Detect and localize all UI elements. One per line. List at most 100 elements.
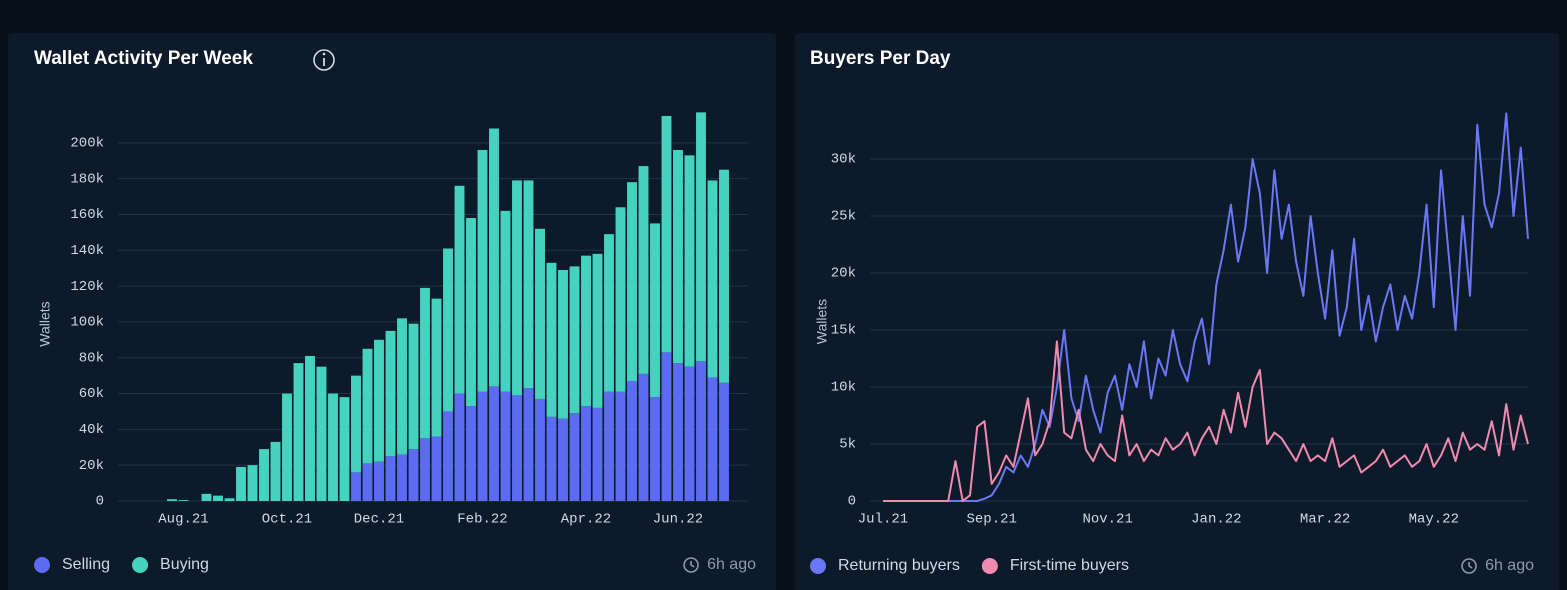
bar — [351, 375, 361, 473]
bar — [397, 318, 407, 455]
bar — [615, 391, 626, 501]
bar — [673, 149, 683, 364]
y-tick-label: 80k — [79, 350, 104, 366]
bar — [558, 418, 568, 501]
card — [8, 33, 776, 590]
x-tick-label: Dec.21 — [354, 512, 404, 528]
legend-swatch — [132, 557, 149, 573]
bar — [305, 355, 315, 501]
bar — [523, 388, 534, 501]
x-tick-label: Jan.22 — [1191, 512, 1241, 528]
bar — [385, 330, 396, 457]
bar — [466, 218, 476, 407]
bar — [684, 366, 695, 501]
y-tick-label: 20k — [79, 458, 104, 474]
bar — [489, 386, 499, 501]
bar — [650, 397, 660, 501]
line — [883, 112, 1529, 502]
bar — [581, 406, 591, 501]
bar — [523, 180, 534, 389]
chart-title: Buyers Per Day — [810, 48, 951, 69]
info-icon[interactable] — [313, 49, 335, 71]
updated-note: 6h ago — [1485, 557, 1534, 574]
y-tick-label: 140k — [70, 243, 104, 259]
bar — [638, 166, 649, 374]
x-tick-label: May.22 — [1409, 512, 1459, 528]
bar — [213, 495, 223, 501]
y-tick-label: 60k — [79, 386, 104, 402]
bar — [374, 339, 384, 462]
bar — [707, 377, 718, 501]
bar — [684, 155, 695, 367]
bar — [627, 381, 637, 501]
y-tick-label: 120k — [70, 279, 104, 295]
y-axis-label: Wallets — [814, 299, 830, 344]
clock-icon — [683, 557, 699, 573]
y-tick-label: 200k — [70, 136, 104, 152]
bar — [569, 266, 580, 414]
legend-swatch — [810, 558, 826, 574]
y-tick-label: 180k — [70, 171, 104, 187]
y-tick-label: 0 — [848, 494, 856, 510]
bar — [259, 449, 269, 501]
card — [795, 33, 1559, 590]
bar — [696, 361, 706, 501]
bar — [569, 413, 580, 501]
x-tick-label: Feb.22 — [457, 512, 507, 528]
bar — [673, 363, 683, 501]
bar — [546, 416, 557, 501]
bar — [201, 493, 212, 501]
bar — [477, 149, 488, 392]
legend-label: Returning buyers — [838, 557, 960, 574]
bar — [408, 323, 419, 450]
chart-title: Wallet Activity Per Week — [34, 48, 253, 69]
y-tick-label: 100k — [70, 315, 104, 331]
bar — [293, 363, 304, 501]
legend-swatch — [981, 558, 998, 574]
bar — [443, 248, 453, 412]
bar — [224, 498, 235, 501]
bar — [661, 352, 672, 501]
bar — [719, 382, 729, 501]
y-tick-label: 160k — [70, 207, 104, 223]
bar — [282, 393, 292, 501]
bar — [707, 180, 718, 378]
bar — [500, 391, 511, 501]
bar — [339, 397, 350, 501]
x-tick-label: Apr.22 — [561, 512, 611, 528]
x-tick-label: Jul.21 — [858, 512, 908, 528]
updated-note: 6h ago — [707, 556, 756, 573]
legend-label: First-time buyers — [1010, 557, 1129, 574]
y-axis-label: Wallets — [37, 301, 53, 346]
bar — [719, 169, 729, 383]
bar — [581, 255, 591, 407]
bar — [627, 182, 637, 382]
bar — [443, 411, 453, 501]
x-tick-label: Oct.21 — [262, 512, 312, 528]
y-tick-label: 40k — [79, 422, 104, 438]
bar — [420, 438, 430, 501]
bar — [592, 253, 603, 408]
clock-hands — [690, 561, 695, 568]
x-tick-label: Mar.22 — [1300, 512, 1350, 528]
bar — [558, 269, 568, 419]
bar — [696, 112, 706, 362]
x-tick-label: Nov.21 — [1082, 512, 1132, 528]
bar — [270, 441, 281, 501]
bar — [661, 115, 672, 353]
bar — [374, 461, 384, 501]
bar — [650, 223, 660, 398]
y-tick-label: 10k — [831, 380, 856, 396]
bar — [362, 463, 373, 501]
bar — [500, 210, 511, 392]
x-tick-label: Aug.21 — [158, 512, 208, 528]
bar — [431, 298, 442, 437]
bar — [638, 373, 649, 501]
info-dot — [322, 52, 326, 56]
y-tick-label: 25k — [831, 209, 856, 225]
clock-hands — [1468, 562, 1473, 569]
line — [883, 340, 1529, 502]
bar — [454, 185, 465, 394]
bar — [477, 391, 488, 501]
